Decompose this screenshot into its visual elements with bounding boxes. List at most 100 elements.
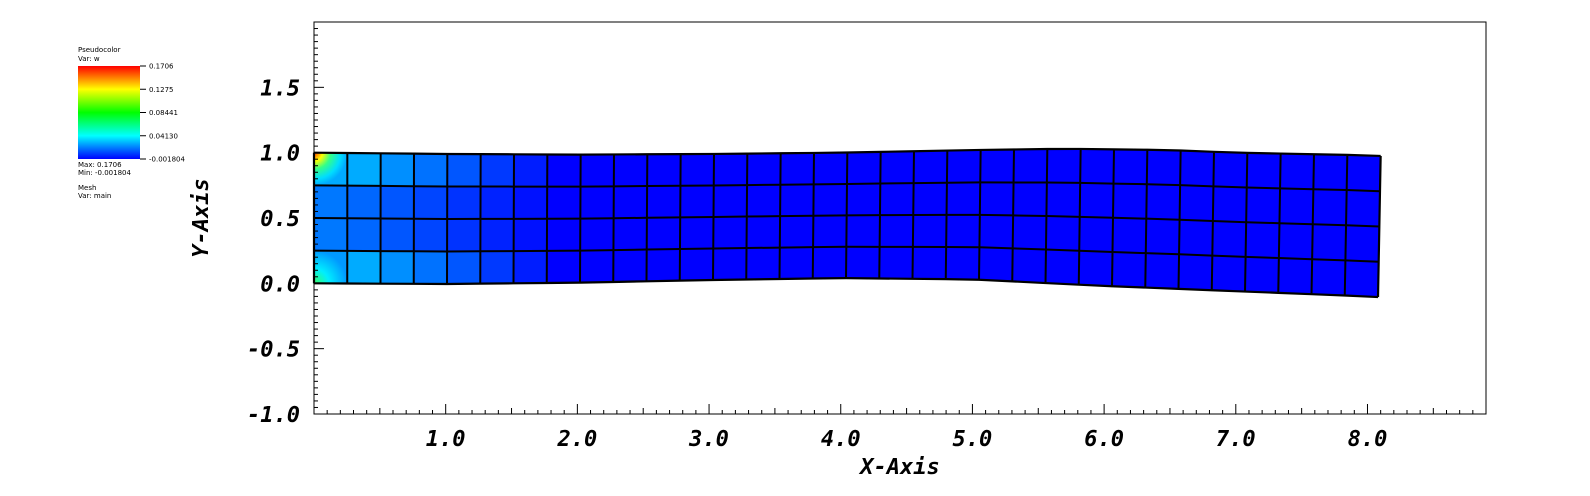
mesh-cell xyxy=(713,185,748,217)
mesh-cell xyxy=(680,185,714,218)
mesh-cell xyxy=(1079,182,1114,218)
mesh-col-line xyxy=(612,154,615,282)
mesh-cell xyxy=(879,246,913,279)
mesh-cell xyxy=(679,216,714,250)
x-tick-label: 3.0 xyxy=(688,427,729,452)
y-tick-label: -1.0 xyxy=(247,403,300,428)
mesh-col-line xyxy=(1343,154,1349,296)
mesh-col-line xyxy=(1244,152,1249,292)
colorbar-label: -0.001804 xyxy=(149,156,185,164)
mesh-col-line xyxy=(678,154,682,281)
mesh-cell xyxy=(912,246,947,280)
mesh-cell xyxy=(1113,183,1147,219)
colorbar-label: 0.04130 xyxy=(149,132,178,140)
mesh-cell xyxy=(447,186,481,219)
mesh-col-line xyxy=(745,153,749,280)
mesh-cell xyxy=(1211,255,1246,292)
mesh-cell xyxy=(946,182,981,215)
mesh-cell xyxy=(347,152,381,186)
x-tick-label: 7.0 xyxy=(1216,427,1256,452)
mesh-cell xyxy=(1246,187,1281,224)
mesh-col-line xyxy=(1177,150,1182,289)
mesh-cell xyxy=(314,250,348,284)
mesh-cell xyxy=(1346,154,1381,192)
mesh-col-line xyxy=(1310,154,1315,295)
mesh-cell xyxy=(1013,148,1048,183)
mesh-cell xyxy=(1280,153,1314,190)
mesh-col-line xyxy=(1011,149,1015,282)
x-tick-label: 1.0 xyxy=(426,427,466,452)
mesh-cell xyxy=(1179,185,1214,222)
mesh-cell xyxy=(979,182,1014,216)
mesh-cell xyxy=(713,153,748,186)
mesh-cell xyxy=(1212,221,1247,257)
mesh-cell xyxy=(1245,256,1279,293)
x-axis-ticks: 1.0 2.0 3.0 4.0 5.0 6.0 7.0 8.0 xyxy=(326,404,1487,452)
mesh-cell xyxy=(413,153,448,187)
mesh-cell xyxy=(713,216,747,249)
y-tick-label: 1.0 xyxy=(260,142,300,167)
mesh-cell xyxy=(1145,253,1180,289)
y-tick-label: -0.5 xyxy=(247,338,300,363)
mesh-cell xyxy=(1012,215,1047,250)
mesh-cell xyxy=(1012,248,1046,284)
x-tick-label: 4.0 xyxy=(821,427,861,452)
mesh-col-line xyxy=(1044,148,1049,284)
mesh-cell xyxy=(913,182,947,216)
mesh-cell xyxy=(1146,149,1181,186)
mesh-col-line xyxy=(1144,149,1149,288)
mesh-cell xyxy=(846,151,881,184)
y-tick-label: 1.5 xyxy=(260,76,300,101)
colorbar-labels: 0.1706 0.1275 0.08441 0.04130 -0.001804 xyxy=(140,63,185,164)
mesh-col-line xyxy=(845,152,849,279)
mesh-cell xyxy=(347,185,381,219)
mesh-col-line xyxy=(911,151,915,279)
mesh-cell xyxy=(1045,216,1080,251)
mesh-cell xyxy=(1179,219,1213,256)
colorbar xyxy=(78,66,140,159)
mesh-cell xyxy=(979,214,1014,249)
mesh-cell xyxy=(1312,189,1347,226)
mesh-cell xyxy=(1013,182,1047,217)
legend-mesh-title: Mesh xyxy=(78,184,96,192)
mesh-cell xyxy=(1080,148,1114,184)
mesh-cell xyxy=(780,152,814,185)
mesh-cell xyxy=(912,214,947,247)
mesh-cell xyxy=(480,218,514,252)
mesh-cell xyxy=(945,246,980,280)
mesh-cell xyxy=(547,154,581,187)
mesh-cell xyxy=(1313,154,1348,191)
y-axis-ticks: 1.5 1.0 0.5 0.0 -0.5 -1.0 xyxy=(247,28,324,428)
mesh-cell xyxy=(679,248,714,281)
mesh-cell xyxy=(846,215,880,247)
mesh-cell xyxy=(746,216,781,249)
mesh-cell xyxy=(1245,222,1280,259)
mesh-cell xyxy=(880,151,914,184)
colorbar-label: 0.08441 xyxy=(149,109,178,117)
mesh-col-line xyxy=(545,154,549,283)
mesh-cell xyxy=(813,152,848,185)
mesh-cell xyxy=(746,184,781,217)
mesh-cell xyxy=(913,150,948,184)
mesh-cell xyxy=(580,250,614,283)
mesh-cell xyxy=(347,218,381,252)
mesh-cell xyxy=(1145,218,1180,255)
legend-mesh-var-line: Var: main xyxy=(78,192,111,200)
mesh-cell xyxy=(813,183,847,216)
x-axis-title: X-Axis xyxy=(858,455,939,480)
mesh-cell xyxy=(1112,252,1146,288)
mesh-cell xyxy=(613,217,647,251)
y-axis-title: Y-Axis xyxy=(189,178,214,257)
mesh-cell xyxy=(580,186,614,219)
mesh-cell xyxy=(812,246,847,279)
mesh-cell xyxy=(1346,190,1380,227)
mesh-cell xyxy=(1278,258,1313,295)
x-tick-label: 5.0 xyxy=(953,427,993,452)
legend-plot-title: Pseudocolor xyxy=(78,46,121,54)
mesh-cell xyxy=(1279,188,1314,225)
mesh-cell xyxy=(513,186,548,219)
mesh-cell xyxy=(1113,149,1148,185)
mesh-cell xyxy=(513,154,548,187)
legend: Pseudocolor Var: w 0.17060.12750.084410.… xyxy=(78,46,185,200)
